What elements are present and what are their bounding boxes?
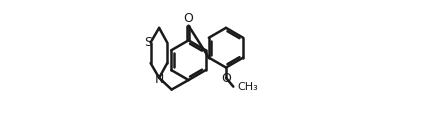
Text: O: O	[183, 12, 193, 25]
Text: O: O	[221, 72, 230, 85]
Text: N: N	[154, 73, 164, 86]
Text: CH₃: CH₃	[236, 82, 257, 92]
Text: S: S	[144, 36, 152, 49]
